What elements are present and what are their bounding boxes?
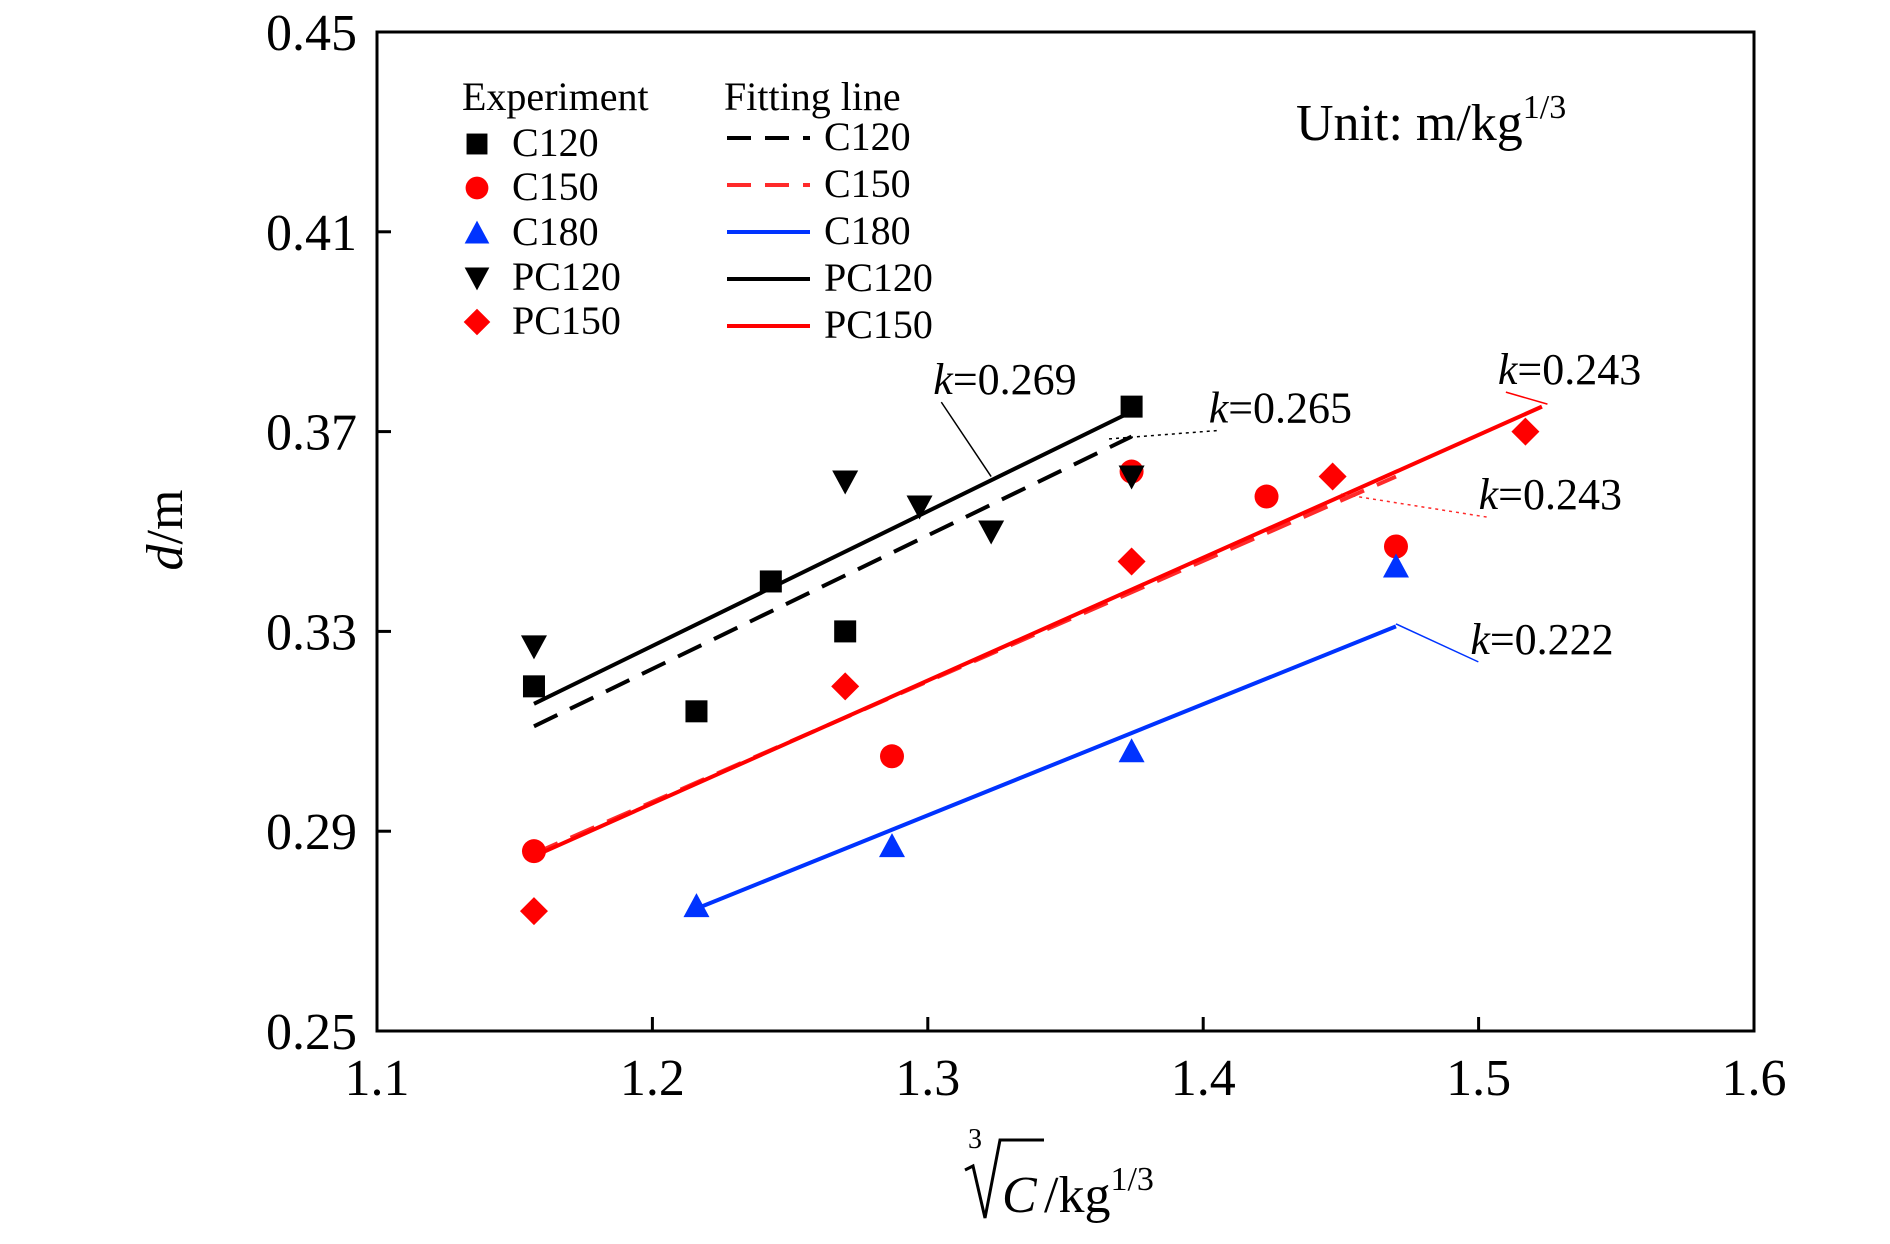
data-point-c120 (1120, 395, 1143, 418)
legend-header-fitting: Fitting line (724, 74, 901, 119)
legend-label-experiment: PC120 (512, 254, 621, 299)
data-point-c180 (1118, 738, 1145, 763)
legend-header-experiment: Experiment (462, 74, 649, 119)
x-tick-label: 1.5 (1446, 1050, 1511, 1107)
legend-label-experiment: C150 (512, 164, 599, 209)
data-point-c120 (685, 700, 708, 723)
legend-label-fitting: C150 (824, 161, 911, 206)
x-tick-label: 1.6 (1722, 1050, 1787, 1107)
x-tick-label: 1.4 (1171, 1050, 1236, 1107)
x-axis-label-radicand: C (1002, 1167, 1038, 1224)
slope-label: k=0.243 (1479, 470, 1622, 519)
data-point-pc120 (1118, 465, 1145, 490)
data-point-c150 (1383, 534, 1408, 559)
annotation-leader (1340, 493, 1487, 518)
data-point-c120 (834, 620, 857, 643)
x-axis-label-text: /kg (1044, 1167, 1110, 1224)
legend-marker-c150 (465, 176, 489, 200)
data-point-pc150 (1318, 462, 1347, 491)
legend-label-fitting: PC150 (824, 302, 933, 347)
y-tick-label: 0.29 (266, 804, 357, 861)
fit-lines (533, 404, 1543, 911)
data-point-pc120 (978, 520, 1005, 545)
data-point-c120 (522, 675, 545, 698)
legend-marker-pc120 (464, 267, 490, 291)
data-point-c180 (1382, 553, 1409, 578)
data-point-c180 (683, 893, 710, 918)
plot-frame (375, 30, 1756, 1033)
data-point-pc120 (832, 470, 859, 495)
legend-label-experiment: C120 (512, 120, 599, 165)
fit-line-c180 (695, 624, 1397, 911)
x-axis-label-root-index: 3 (968, 1124, 982, 1155)
x-tick-label: 1.1 (345, 1050, 410, 1107)
fit-line-pc150 (533, 404, 1543, 859)
data-point-pc120 (906, 495, 933, 520)
data-point-c150 (1254, 484, 1279, 509)
svg-text:/kg1/3: /kg1/3 (1044, 1161, 1154, 1224)
data-point-pc150 (1117, 547, 1146, 576)
legend-marker-pc150 (463, 308, 491, 336)
slope-annotations: k=0.269 k=0.265 k=0.243 k=0.243 k=0.222 (933, 345, 1641, 664)
data-point-c150 (879, 744, 904, 769)
y-tick-label: 0.41 (266, 205, 357, 262)
y-tick-label: 0.25 (266, 1004, 357, 1061)
data-point-pc150 (1511, 417, 1540, 446)
legend-label-experiment: PC150 (512, 298, 621, 343)
annotation-leader (1106, 429, 1217, 440)
data-point-pc150 (519, 897, 548, 926)
data-points (519, 395, 1540, 926)
slope-label: k=0.265 (1209, 384, 1352, 433)
legend-label-fitting: PC120 (824, 255, 933, 300)
x-tick-label: 1.2 (620, 1050, 685, 1107)
legend-marker-c120 (466, 133, 488, 155)
data-point-c150 (521, 839, 546, 864)
legend-label-fitting: C180 (824, 208, 911, 253)
x-axis-label-exponent: 1/3 (1110, 1161, 1153, 1198)
fit-line-c150 (533, 474, 1397, 856)
y-axis-label: d/m (137, 490, 194, 571)
x-axis-label: 3 C /kg1/3 (964, 1124, 1154, 1224)
slope-label: k=0.222 (1470, 615, 1613, 664)
y-tick-label: 0.45 (266, 5, 357, 62)
annotation-leader (1505, 391, 1548, 405)
data-point-pc150 (831, 672, 860, 701)
legend-label-experiment: C180 (512, 209, 599, 254)
x-tick-label: 1.3 (895, 1050, 960, 1107)
data-point-c180 (878, 833, 905, 858)
slope-label: k=0.269 (933, 355, 1076, 404)
data-point-c120 (759, 570, 782, 593)
unit-note-exponent: 1/3 (1523, 89, 1566, 126)
fit-line-pc120 (533, 409, 1133, 706)
unit-note: Unit: m/kg1/3 (1296, 89, 1566, 152)
fit-line-c120 (533, 434, 1133, 729)
annotation-leader (1395, 623, 1479, 663)
axis-ticks: 1.1 1.2 1.3 1.4 1.5 1.6 0.25 0.29 0.33 0.37 0.41 0.… (266, 5, 1787, 1107)
legend-label-fitting: C120 (824, 114, 911, 159)
data-point-pc120 (520, 635, 547, 660)
slope-label: k=0.243 (1498, 345, 1641, 394)
y-tick-label: 0.33 (266, 604, 357, 661)
y-tick-label: 0.37 (266, 405, 357, 462)
radical-sign (964, 1138, 1044, 1219)
annotation-leader (940, 401, 992, 477)
legend-marker-c180 (464, 220, 490, 244)
